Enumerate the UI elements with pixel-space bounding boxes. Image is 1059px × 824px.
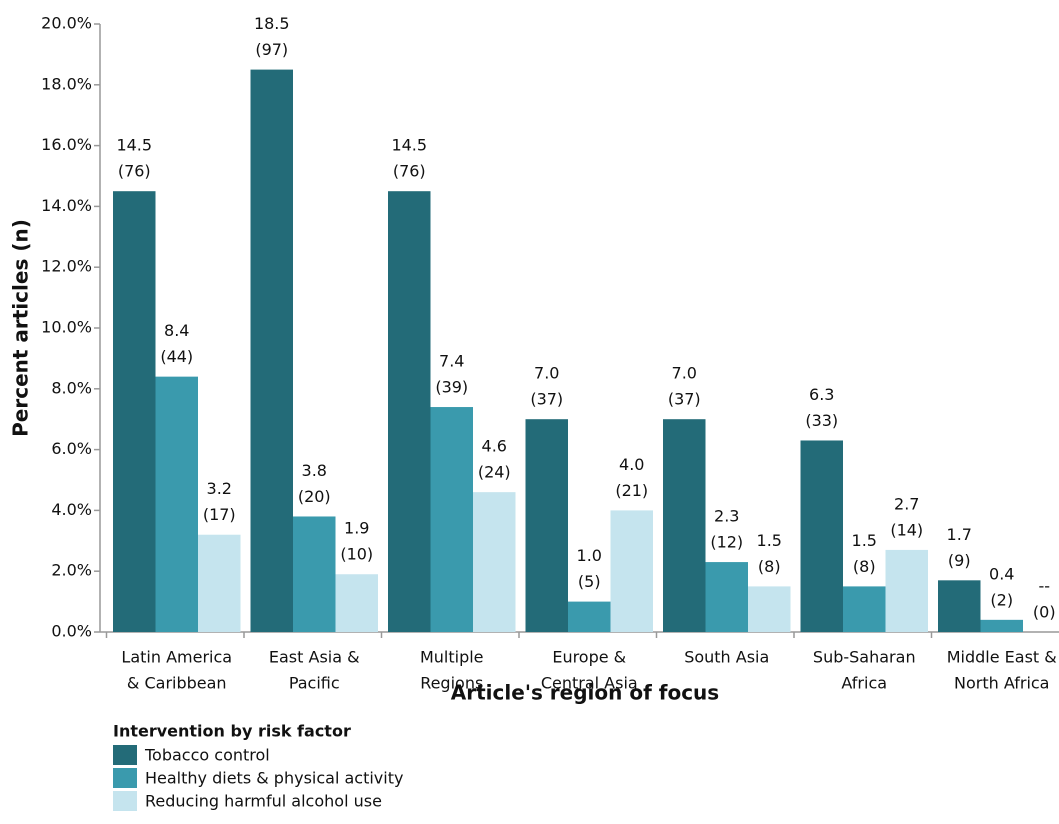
value-label: (10) xyxy=(340,545,373,564)
value-label: (97) xyxy=(255,40,288,59)
value-label: (14) xyxy=(890,520,923,539)
bar xyxy=(610,510,653,632)
x-tick-label: Pacific xyxy=(289,674,340,693)
bar xyxy=(113,191,156,632)
value-label: 1.0 xyxy=(577,546,602,565)
bar xyxy=(705,562,748,632)
x-tick-label: Europe & xyxy=(552,648,626,667)
y-tick-label: 4.0% xyxy=(51,500,92,519)
value-label: 2.7 xyxy=(894,494,919,513)
value-label: (8) xyxy=(853,557,876,576)
bar xyxy=(843,586,886,632)
bar xyxy=(525,419,568,632)
value-label: (24) xyxy=(478,463,511,482)
bar xyxy=(663,419,706,632)
value-label: (12) xyxy=(710,533,743,552)
legend-title: Intervention by risk factor xyxy=(113,722,351,741)
legend-swatch xyxy=(113,745,137,765)
value-label: 3.8 xyxy=(302,461,327,480)
x-tick-label: East Asia & xyxy=(269,648,360,667)
bar xyxy=(335,574,378,632)
value-label: (2) xyxy=(990,590,1013,609)
value-label: (20) xyxy=(298,487,331,506)
legend-label: Healthy diets & physical activity xyxy=(145,769,403,788)
value-label: 1.5 xyxy=(757,531,782,550)
bar xyxy=(430,407,473,632)
value-label: (8) xyxy=(758,557,781,576)
bar xyxy=(388,191,431,632)
x-tick-label: South Asia xyxy=(684,648,769,667)
bar xyxy=(155,376,198,632)
y-tick-label: 6.0% xyxy=(51,439,92,458)
y-tick-label: 20.0% xyxy=(41,14,92,33)
value-label: 2.3 xyxy=(714,507,739,526)
legend-label: Reducing harmful alcohol use xyxy=(145,792,382,811)
bar xyxy=(473,492,516,632)
value-label: 1.9 xyxy=(344,519,369,538)
value-label: (37) xyxy=(530,390,563,409)
value-label: (9) xyxy=(948,551,971,570)
y-tick-label: 10.0% xyxy=(41,318,92,337)
value-label: 1.7 xyxy=(947,525,972,544)
value-label: -- xyxy=(1038,577,1050,596)
value-label: (44) xyxy=(160,347,193,366)
y-axis-title: Percent articles (n) xyxy=(9,219,33,437)
y-tick-label: 2.0% xyxy=(51,561,92,580)
x-tick-label: Sub-Saharan xyxy=(813,648,916,667)
value-label: (33) xyxy=(805,411,838,430)
bar xyxy=(885,549,928,632)
value-label: (37) xyxy=(668,390,701,409)
y-tick-label: 14.0% xyxy=(41,196,92,215)
value-label: 1.5 xyxy=(852,531,877,550)
bar xyxy=(980,619,1023,632)
y-tick-label: 12.0% xyxy=(41,257,92,276)
bar xyxy=(250,69,293,633)
x-tick-label: Multiple xyxy=(420,648,484,667)
value-label: 14.5 xyxy=(391,136,427,155)
value-label: 0.4 xyxy=(989,564,1014,583)
value-label: 7.4 xyxy=(439,352,464,371)
bar xyxy=(938,580,981,632)
value-label: 14.5 xyxy=(116,136,152,155)
value-label: 8.4 xyxy=(164,321,189,340)
x-tick-label: Middle East & xyxy=(947,648,1057,667)
value-label: (17) xyxy=(203,505,236,524)
x-tick-label: Regions xyxy=(420,674,483,693)
legend-label: Tobacco control xyxy=(144,746,270,765)
value-label: 7.0 xyxy=(534,364,559,383)
bar xyxy=(568,601,611,632)
bar xyxy=(748,586,791,632)
value-label: (39) xyxy=(435,378,468,397)
value-label: 18.5 xyxy=(254,14,290,33)
value-label: (5) xyxy=(578,572,601,591)
y-tick-label: 0.0% xyxy=(51,622,92,641)
value-label: (21) xyxy=(615,481,648,500)
x-tick-label: Central Asia xyxy=(541,674,638,693)
y-tick-label: 18.0% xyxy=(41,74,92,93)
value-label: 4.6 xyxy=(482,437,507,456)
x-tick-label: & Caribbean xyxy=(127,674,227,693)
value-label: 4.0 xyxy=(619,455,644,474)
legend-swatch xyxy=(113,768,137,788)
y-tick-label: 16.0% xyxy=(41,135,92,154)
value-label: 6.3 xyxy=(809,385,834,404)
legend-swatch xyxy=(113,791,137,811)
x-axis-title: Article's region of focus xyxy=(451,681,719,705)
value-label: (76) xyxy=(118,162,151,181)
y-tick-label: 8.0% xyxy=(51,378,92,397)
value-label: 7.0 xyxy=(672,364,697,383)
value-label: (76) xyxy=(393,162,426,181)
value-label: (0) xyxy=(1033,603,1056,622)
x-tick-label: Latin America xyxy=(121,648,232,667)
bar xyxy=(198,534,241,632)
bar xyxy=(293,516,336,632)
bar xyxy=(800,440,843,632)
x-tick-label: Africa xyxy=(841,674,887,693)
value-label: 3.2 xyxy=(207,479,232,498)
x-tick-label: North Africa xyxy=(954,674,1049,693)
